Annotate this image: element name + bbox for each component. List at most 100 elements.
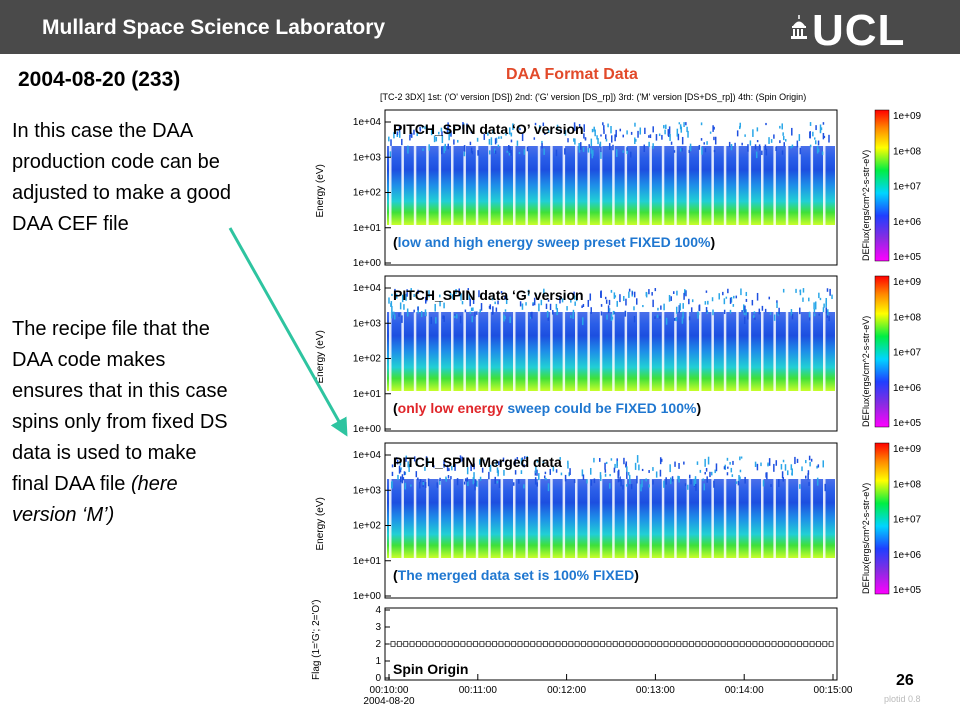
sparse-flux xyxy=(391,310,393,319)
spin-gap xyxy=(500,146,504,225)
sparse-flux xyxy=(819,130,822,134)
sparse-flux xyxy=(695,483,697,492)
sparse-flux xyxy=(401,138,403,146)
colorbar-tick-label: 1e+09 xyxy=(893,111,922,122)
spin-gap xyxy=(401,312,404,391)
sparse-flux xyxy=(470,147,473,153)
sparse-flux xyxy=(552,309,554,315)
sparse-flux xyxy=(455,289,457,294)
sparse-flux xyxy=(651,292,653,296)
panel-annotation: (The merged data set is 100% FIXED) xyxy=(393,567,639,583)
sparse-flux xyxy=(623,295,625,301)
sparse-flux xyxy=(829,288,831,296)
spin-gap xyxy=(562,312,566,391)
spin-gap xyxy=(475,146,479,225)
colorbar-label: DEFlux(ergs/cm^2-s-str-eV) xyxy=(861,150,871,261)
sparse-flux xyxy=(645,478,647,482)
sparse-flux xyxy=(726,457,729,461)
sparse-flux xyxy=(588,144,590,149)
sparse-flux xyxy=(419,481,421,489)
sparse-flux xyxy=(654,288,657,292)
sparse-flux xyxy=(564,130,567,136)
flag-marker xyxy=(784,641,790,647)
sparse-flux xyxy=(481,467,484,473)
spin-gap xyxy=(451,479,454,558)
spin-gap xyxy=(661,146,665,225)
flag-marker xyxy=(695,641,701,647)
sparse-flux xyxy=(535,465,537,474)
sparse-flux xyxy=(500,136,503,139)
sparse-flux xyxy=(425,456,428,464)
sparse-flux xyxy=(817,140,820,146)
sparse-flux xyxy=(543,288,545,297)
sparse-flux xyxy=(408,464,410,472)
sparse-flux xyxy=(786,470,789,476)
sparse-flux xyxy=(525,302,527,306)
spectrogram-panel-2: 1e+00 1e+01 1e+02 1e+03 1e+04 Energy (eV) PITC… xyxy=(315,275,922,435)
sparse-flux xyxy=(544,132,546,135)
sparse-flux xyxy=(700,122,703,126)
x-tick-label: 00:11:00 xyxy=(459,685,498,696)
sparse-flux xyxy=(424,309,427,316)
sparse-flux xyxy=(587,299,590,307)
flag-marker xyxy=(454,641,459,647)
spin-gap xyxy=(488,146,491,225)
sparse-flux xyxy=(489,304,492,310)
sparse-flux xyxy=(668,294,671,302)
spin-gap xyxy=(562,479,566,558)
sparse-flux xyxy=(732,304,735,307)
sparse-flux xyxy=(698,304,701,312)
flag-marker xyxy=(771,641,777,647)
sparse-flux xyxy=(574,138,576,145)
sparse-flux xyxy=(447,143,450,150)
sparse-flux xyxy=(546,310,549,318)
sparse-flux xyxy=(521,303,524,310)
sparse-flux xyxy=(760,462,762,467)
sparse-flux xyxy=(498,480,501,489)
spin-gap xyxy=(426,146,429,225)
sparse-flux xyxy=(523,484,525,489)
sparse-flux xyxy=(493,148,496,154)
sparse-flux xyxy=(487,132,489,136)
sparse-flux xyxy=(799,289,802,296)
spin-gap xyxy=(550,312,553,391)
spin-gap xyxy=(513,479,516,558)
flag-marker xyxy=(517,641,523,647)
sparse-flux xyxy=(494,138,497,145)
sparse-flux xyxy=(583,133,585,139)
ucl-dome-icon xyxy=(791,15,807,39)
sparse-flux xyxy=(523,464,526,468)
plot-title: [TC-2 3DX] 1st: ('O' version [DS]) 2nd: … xyxy=(380,92,806,102)
sparse-flux xyxy=(590,307,592,314)
sparse-flux xyxy=(743,310,746,316)
sparse-flux xyxy=(633,316,636,323)
sparse-flux xyxy=(739,122,741,128)
sparse-flux xyxy=(438,131,440,135)
sparse-flux xyxy=(805,475,807,479)
sparse-flux xyxy=(391,305,393,312)
sparse-flux xyxy=(568,472,570,477)
sparse-flux xyxy=(516,457,519,460)
annotation-segment: ) xyxy=(634,567,639,583)
sparse-flux xyxy=(780,464,783,470)
sparse-flux xyxy=(474,311,476,317)
sparse-flux xyxy=(745,309,747,316)
sparse-flux xyxy=(450,476,452,480)
sparse-flux xyxy=(495,461,498,466)
spin-gap xyxy=(649,312,652,391)
sparse-flux xyxy=(555,469,558,473)
sparse-flux xyxy=(825,307,828,314)
panel-title: PITCH_SPIN Merged data xyxy=(393,454,562,470)
flag-marker xyxy=(727,641,732,647)
sparse-flux xyxy=(631,291,634,295)
sparse-flux xyxy=(813,308,816,313)
sparse-flux xyxy=(506,150,508,153)
flag-marker xyxy=(562,641,567,647)
sparse-flux xyxy=(549,468,552,475)
spin-gap xyxy=(438,146,442,225)
sparse-flux xyxy=(541,143,543,149)
sparse-flux xyxy=(535,293,537,297)
sparse-flux xyxy=(526,146,529,152)
sparse-flux xyxy=(781,150,784,155)
